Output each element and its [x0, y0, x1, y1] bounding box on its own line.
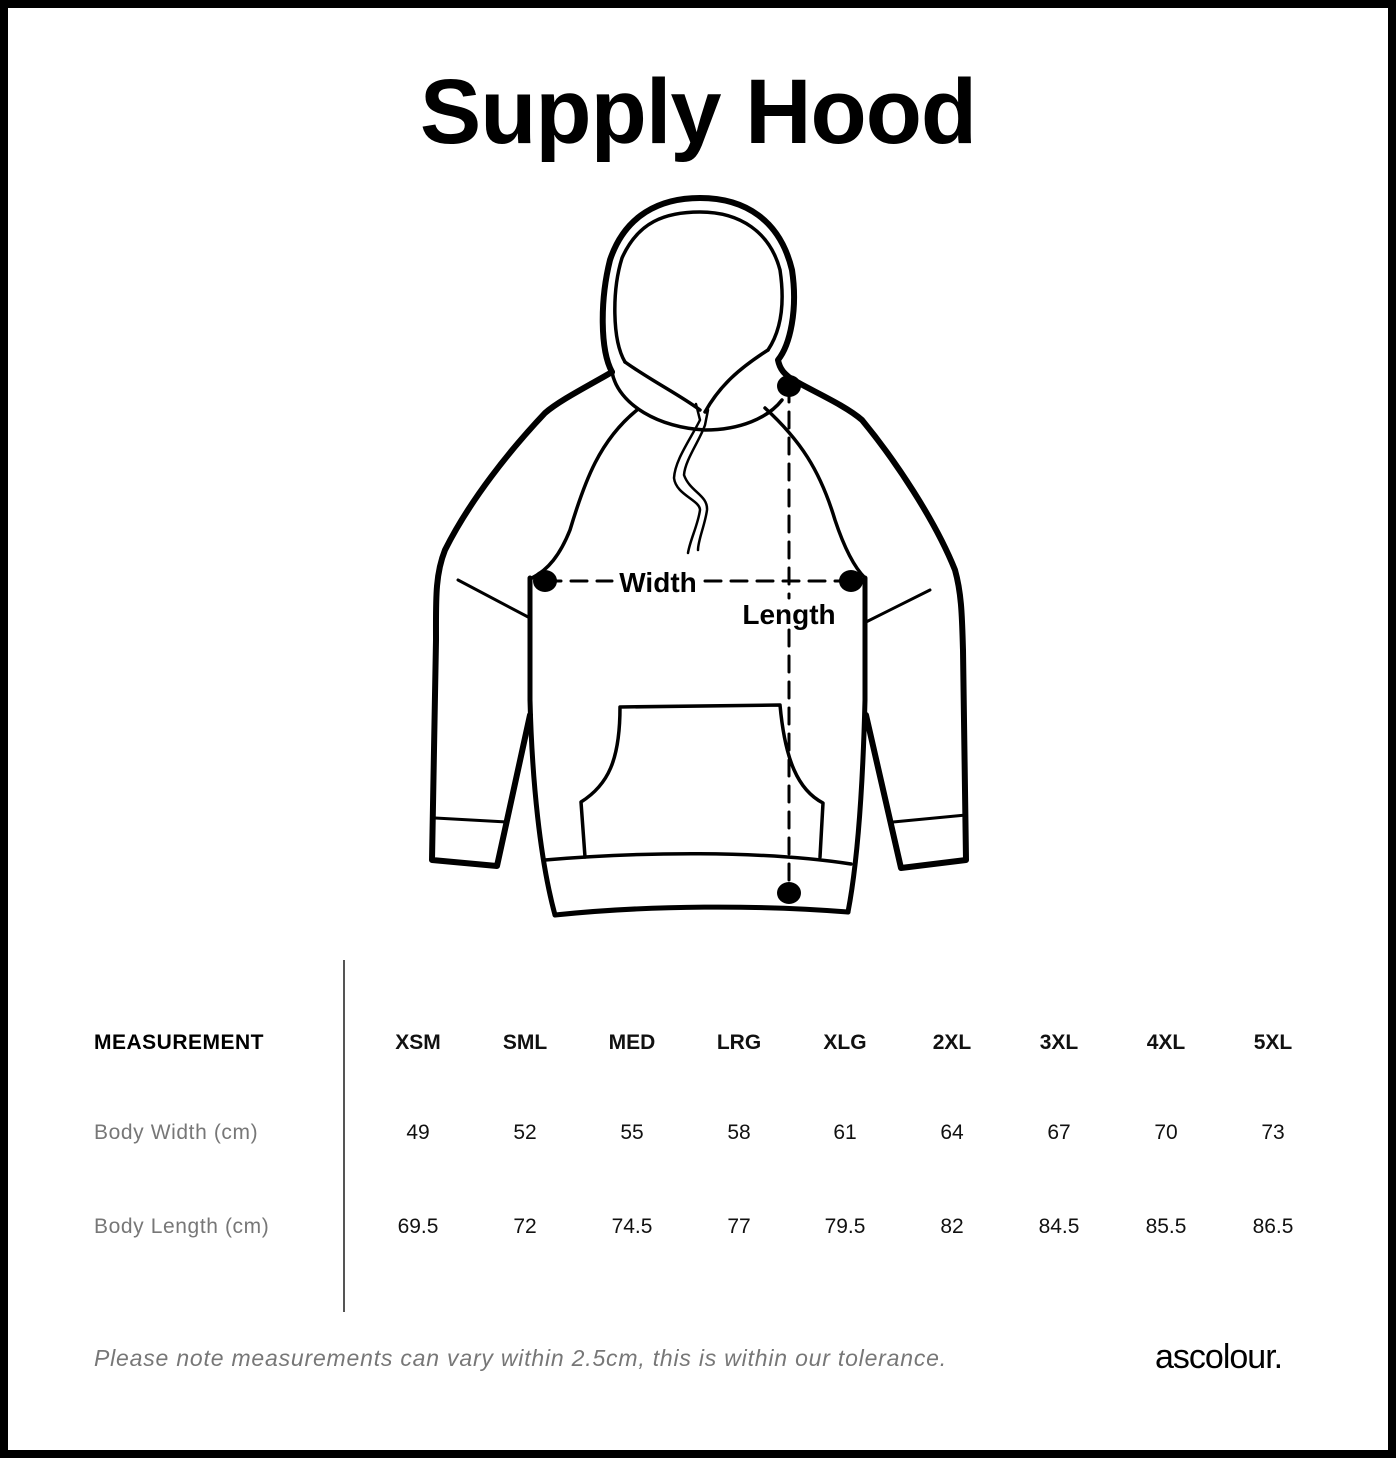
- pocket: [579, 703, 825, 859]
- size-header: LRG: [716, 1031, 762, 1054]
- measurement-header: MEASUREMENT: [94, 1031, 265, 1054]
- table-cell: 73: [1261, 1121, 1285, 1144]
- table-cell: 77: [727, 1215, 751, 1238]
- brand-logo: ascolour.: [1155, 1338, 1283, 1376]
- cuff-left: [433, 816, 509, 824]
- length-marker-top: [777, 375, 801, 397]
- hood-outline: [599, 195, 797, 381]
- row-label-body-width: Body Width (cm): [94, 1121, 259, 1144]
- table-cell: 69.5: [397, 1215, 439, 1238]
- left-sleeve: [429, 369, 615, 869]
- neckline: [610, 370, 784, 432]
- size-header: SML: [502, 1031, 548, 1054]
- row-label-body-length: Body Length (cm): [94, 1215, 270, 1238]
- table-cell: 86.5: [1252, 1215, 1294, 1238]
- table-cell: 82: [940, 1215, 964, 1238]
- size-header: 5XL: [1253, 1031, 1293, 1054]
- width-marker-right: [839, 570, 863, 592]
- width-marker-left: [533, 570, 557, 592]
- elbow-left: [456, 578, 532, 620]
- tolerance-note: Please note measurements can vary within…: [94, 1345, 947, 1371]
- table-cell: 72: [513, 1215, 537, 1238]
- hem-bottom: [552, 904, 851, 918]
- width-label: Width: [619, 567, 697, 598]
- body-right: [845, 575, 868, 915]
- right-sleeve: [787, 375, 969, 871]
- hem-line: [543, 852, 853, 866]
- table-cell: 55: [620, 1121, 644, 1144]
- hood-inner: [613, 210, 784, 364]
- size-header: 4XL: [1146, 1031, 1186, 1054]
- cuff-right: [891, 813, 968, 824]
- table-cell: 74.5: [611, 1215, 653, 1238]
- table-cell: 64: [940, 1121, 964, 1144]
- table-cell: 61: [833, 1121, 857, 1144]
- table-cell: 84.5: [1038, 1215, 1080, 1238]
- drawstring: [672, 402, 710, 555]
- hood-rim: [623, 348, 770, 414]
- table-cell: 67: [1047, 1121, 1071, 1144]
- table-cell: 58: [727, 1121, 751, 1144]
- elbow-right: [864, 588, 932, 624]
- length-label: Length: [742, 599, 835, 630]
- size-header: XSM: [395, 1031, 441, 1054]
- table-cell: 79.5: [824, 1215, 866, 1238]
- size-header: 2XL: [932, 1031, 972, 1054]
- table-divider: [343, 960, 345, 1312]
- size-header: MED: [608, 1031, 656, 1054]
- size-header: XLG: [823, 1031, 867, 1054]
- table-cell: 52: [513, 1121, 537, 1144]
- page-title: Supply Hood: [419, 61, 977, 163]
- table-cell: 70: [1154, 1121, 1178, 1144]
- length-marker-bottom: [777, 882, 801, 904]
- raglan-left: [530, 408, 639, 580]
- table-cell: 85.5: [1145, 1215, 1187, 1238]
- body-left: [527, 575, 558, 918]
- size-header: 3XL: [1039, 1031, 1079, 1054]
- table-cell: 49: [406, 1121, 430, 1144]
- raglan-right: [763, 406, 867, 580]
